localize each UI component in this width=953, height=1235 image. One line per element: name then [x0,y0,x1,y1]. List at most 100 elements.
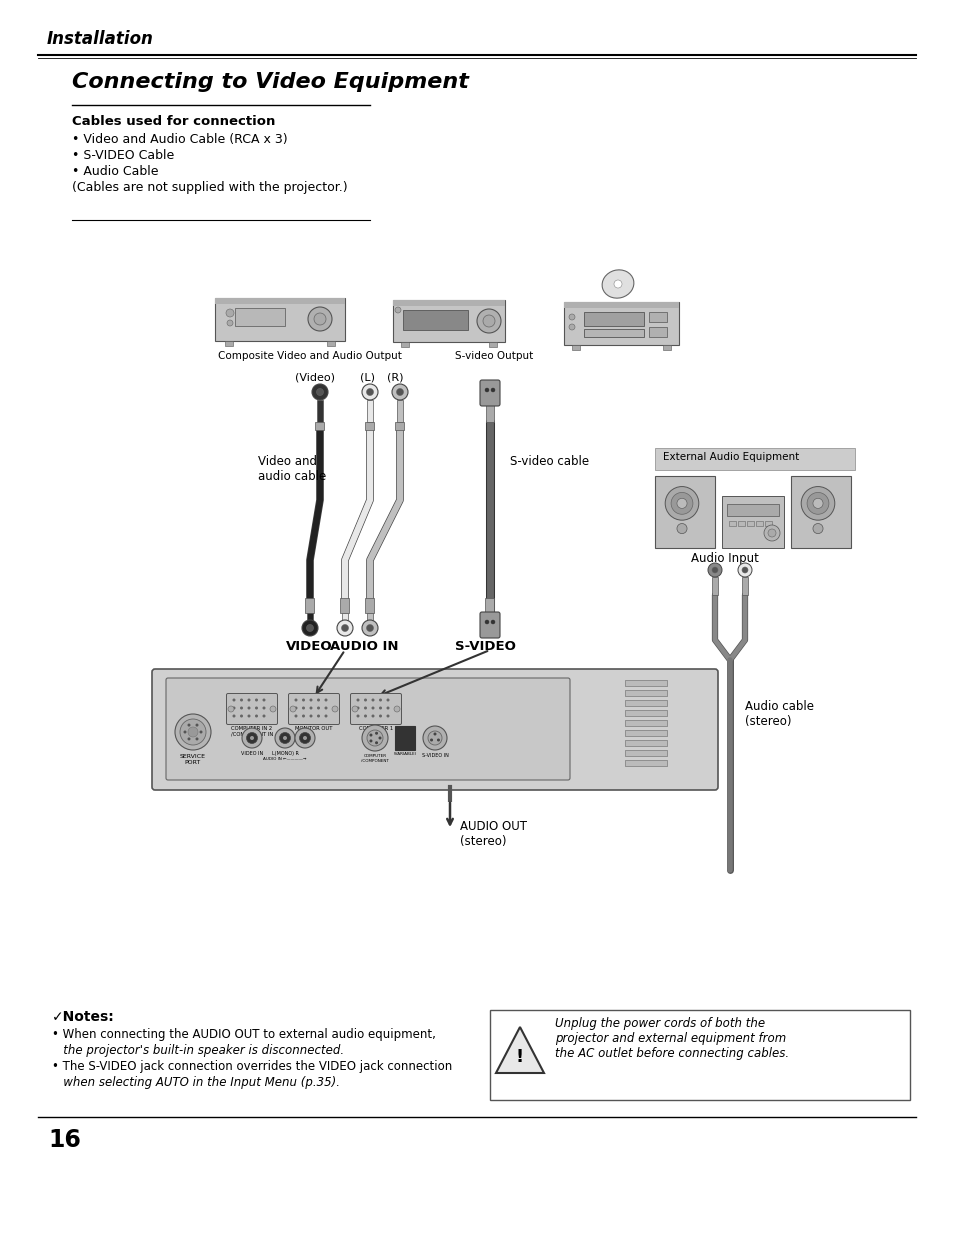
Bar [234,308,285,326]
Text: S-VIDEO IN: S-VIDEO IN [421,753,448,758]
Bar [365,598,375,613]
FancyBboxPatch shape [226,694,277,725]
Circle shape [324,706,327,709]
Text: the projector's built-in speaker is disconnected.: the projector's built-in speaker is disc… [52,1044,344,1057]
Circle shape [188,724,191,726]
Circle shape [364,699,367,701]
Bar [711,577,718,595]
Circle shape [356,715,359,718]
Circle shape [433,732,436,736]
Circle shape [364,706,367,709]
Circle shape [386,715,389,718]
Circle shape [233,706,235,709]
Circle shape [303,736,307,740]
Bar [624,750,666,756]
Bar [307,613,313,627]
Circle shape [367,730,382,746]
Bar [790,475,850,548]
Circle shape [188,727,198,737]
Circle shape [324,715,327,718]
Circle shape [422,726,447,750]
Bar [316,400,323,422]
Circle shape [801,487,834,520]
Bar [563,303,679,308]
Circle shape [246,732,257,743]
Circle shape [316,699,319,701]
Circle shape [375,732,377,735]
Circle shape [369,734,372,736]
Circle shape [312,384,328,400]
Circle shape [279,732,291,743]
Polygon shape [496,1028,543,1073]
Bar [726,504,779,516]
Text: AUDIO IN ←————→: AUDIO IN ←————→ [263,757,307,761]
Bar [340,598,349,613]
Circle shape [812,524,822,534]
Circle shape [806,493,828,514]
Bar [572,345,579,350]
Bar [214,298,345,304]
Circle shape [247,715,251,718]
Bar [214,298,345,341]
Circle shape [371,715,375,718]
Text: !: ! [516,1049,523,1066]
Circle shape [386,699,389,701]
Circle shape [352,706,357,713]
Circle shape [386,706,389,709]
Text: Audio cable
(stereo): Audio cable (stereo) [744,700,813,727]
Text: SERVICE
PORT: SERVICE PORT [180,755,206,764]
Text: • Video and Audio Cable (RCA x 3): • Video and Audio Cable (RCA x 3) [71,133,287,146]
Circle shape [484,388,489,391]
FancyBboxPatch shape [490,1010,909,1100]
Bar [721,496,783,548]
FancyBboxPatch shape [288,694,339,725]
Circle shape [677,498,686,509]
Circle shape [396,389,403,395]
Bar [485,598,494,613]
Text: Video and
audio cable: Video and audio cable [257,454,326,483]
Bar [563,303,679,345]
Circle shape [242,727,262,748]
Circle shape [361,725,388,751]
Bar [624,730,666,736]
Text: External Audio Equipment: External Audio Equipment [662,452,799,462]
Bar [341,613,348,627]
Bar [489,342,497,347]
Text: AUDIO
OUT: AUDIO OUT [397,734,412,742]
Circle shape [392,384,408,400]
Circle shape [568,314,575,320]
Circle shape [228,706,233,713]
Circle shape [309,706,313,709]
Bar [624,710,666,716]
Bar [738,521,744,526]
Circle shape [294,706,297,709]
Circle shape [240,699,243,701]
Circle shape [233,699,235,701]
Bar [655,475,714,548]
Text: • The S-VIDEO jack connection overrides the VIDEO jack connection: • The S-VIDEO jack connection overrides … [52,1060,452,1073]
Circle shape [378,736,381,740]
Circle shape [371,706,375,709]
Text: Installation: Installation [47,30,153,48]
Text: (L): (L) [359,372,375,382]
Bar [315,422,324,430]
Circle shape [430,739,433,741]
Circle shape [378,706,381,709]
Circle shape [240,706,243,709]
Circle shape [183,730,186,734]
Circle shape [316,389,323,395]
Text: • When connecting the AUDIO OUT to external audio equipment,: • When connecting the AUDIO OUT to exter… [52,1028,436,1041]
Circle shape [361,384,377,400]
Circle shape [254,699,257,701]
Bar [393,300,504,342]
Bar [624,740,666,746]
Circle shape [378,715,381,718]
Circle shape [336,620,353,636]
Circle shape [294,727,314,748]
Circle shape [299,732,310,743]
Bar [648,327,666,337]
Text: COMPUTER IN 2
/COMPONENT IN: COMPUTER IN 2 /COMPONENT IN [231,726,273,737]
Circle shape [233,715,235,718]
Bar [624,720,666,726]
Circle shape [738,563,751,577]
